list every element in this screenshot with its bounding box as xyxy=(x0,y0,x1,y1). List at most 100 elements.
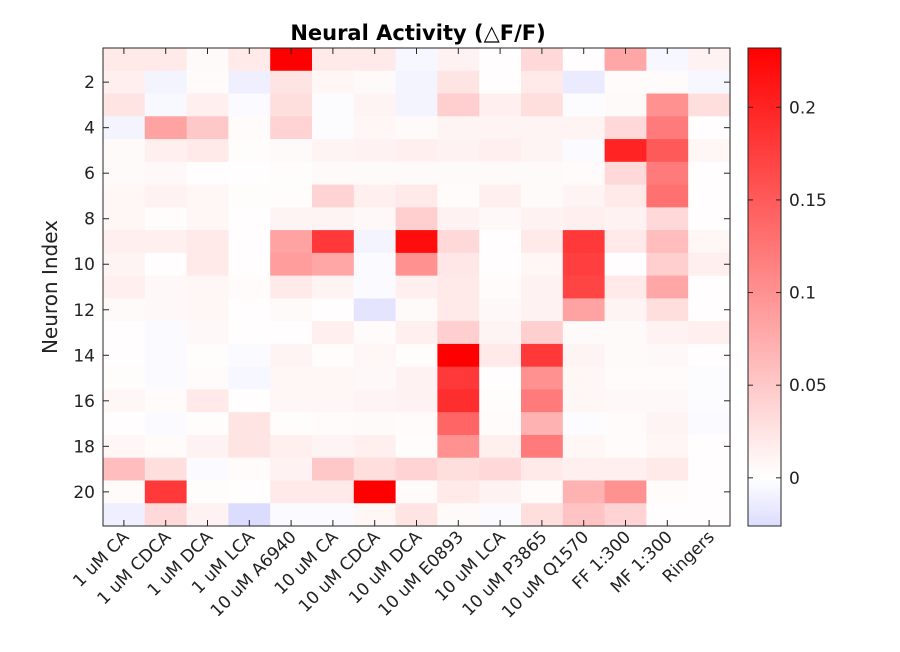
heatmap-cell xyxy=(646,93,689,117)
heatmap-cell xyxy=(437,321,480,345)
heatmap-cell xyxy=(144,321,188,345)
heatmap-cell xyxy=(562,230,606,254)
heatmap-cell xyxy=(646,161,689,186)
heatmap-cell xyxy=(437,457,480,482)
heatmap-cell xyxy=(270,116,313,140)
heatmap-cell xyxy=(479,252,522,277)
heatmap-cell xyxy=(228,184,271,208)
heatmap-cell xyxy=(521,321,564,345)
heatmap-cell xyxy=(646,275,689,299)
heatmap-cell xyxy=(144,139,188,163)
heatmap-cell xyxy=(521,230,564,254)
heatmap-cell xyxy=(186,457,229,482)
heatmap-cell xyxy=(688,480,731,504)
heatmap-cell xyxy=(479,48,522,72)
heatmap-cell xyxy=(186,503,229,527)
heatmap-cell xyxy=(479,434,522,459)
heatmap-cell xyxy=(562,184,606,208)
heatmap-cell xyxy=(144,389,188,413)
heatmap-cell xyxy=(103,184,146,208)
heatmap-cell xyxy=(103,161,146,186)
heatmap-cell xyxy=(144,275,188,299)
heatmap-cell xyxy=(688,70,731,95)
heatmap-cell xyxy=(604,252,647,277)
heatmap-cell xyxy=(103,230,146,254)
heatmap-cell xyxy=(562,389,606,413)
heatmap-cell xyxy=(688,298,731,322)
heatmap-cell xyxy=(103,366,146,391)
heatmap-cell xyxy=(353,321,397,345)
heatmap-cell xyxy=(646,503,689,527)
heatmap-cell xyxy=(228,116,271,140)
heatmap-cell xyxy=(521,161,564,186)
y-tick-label: 16 xyxy=(73,392,95,412)
heatmap-cell xyxy=(437,412,480,436)
heatmap-cell xyxy=(604,412,647,436)
heatmap-cell xyxy=(437,275,480,299)
heatmap-cell xyxy=(312,184,355,208)
heatmap-cell xyxy=(688,343,731,368)
heatmap-cell xyxy=(646,321,689,345)
heatmap-cell xyxy=(479,207,522,231)
heatmap-cell xyxy=(479,412,522,436)
colorbar xyxy=(747,47,782,527)
heatmap-cell xyxy=(312,389,355,413)
heatmap-cell xyxy=(562,457,606,482)
heatmap-cell xyxy=(688,389,731,413)
heatmap-cell xyxy=(186,434,229,459)
heatmap-cell xyxy=(228,480,271,504)
heatmap-cell xyxy=(270,230,313,254)
colorbar-tick-label: 0.2 xyxy=(789,98,816,118)
heatmap-cell xyxy=(103,48,146,72)
heatmap-cell xyxy=(228,161,271,186)
heatmap-cell xyxy=(228,207,271,231)
heatmap-cell xyxy=(228,139,271,163)
heatmap-cell xyxy=(395,343,438,368)
heatmap-cell xyxy=(270,343,313,368)
heatmap-cell xyxy=(270,48,313,72)
heatmap-cell xyxy=(312,503,355,527)
heatmap-cell xyxy=(103,207,146,231)
heatmap-cell xyxy=(395,207,438,231)
heatmap-cell xyxy=(186,389,229,413)
heatmap-cell xyxy=(562,480,606,504)
heatmap-cell xyxy=(186,252,229,277)
heatmap-cell xyxy=(228,457,271,482)
heatmap-cell xyxy=(228,412,271,436)
heatmap-cell xyxy=(228,503,271,527)
heatmap-cell xyxy=(437,70,480,95)
heatmap-cell xyxy=(479,161,522,186)
heatmap-cell xyxy=(395,389,438,413)
heatmap-cell xyxy=(270,207,313,231)
heatmap-cell xyxy=(479,298,522,322)
heatmap-cell xyxy=(270,161,313,186)
heatmap-cell xyxy=(395,48,438,72)
heatmap-cell xyxy=(312,207,355,231)
heatmap-cell xyxy=(604,321,647,345)
heatmap-cell xyxy=(646,389,689,413)
heatmap-cell xyxy=(604,457,647,482)
heatmap-cell xyxy=(562,116,606,140)
heatmap-cell xyxy=(437,139,480,163)
y-tick-label: 20 xyxy=(73,483,95,503)
y-tick-label: 8 xyxy=(84,210,95,230)
heatmap-cell xyxy=(270,139,313,163)
heatmap-cell xyxy=(395,480,438,504)
heatmap-cell xyxy=(312,70,355,95)
heatmap-cell xyxy=(437,503,480,527)
heatmap-cell xyxy=(144,230,188,254)
heatmap-cell xyxy=(562,412,606,436)
heatmap-cell xyxy=(103,457,146,482)
heatmap-cell xyxy=(228,321,271,345)
heatmap-cell xyxy=(103,412,146,436)
heatmap-cell xyxy=(521,139,564,163)
heatmap-cell xyxy=(395,230,438,254)
heatmap-cell xyxy=(562,93,606,117)
colorbar-ticks: 0 0.05 0.1 0.15 0.2 xyxy=(748,98,827,489)
heatmap-cell xyxy=(270,480,313,504)
heatmap-cell xyxy=(521,457,564,482)
heatmap-cell xyxy=(103,116,146,140)
heatmap-cell xyxy=(353,434,397,459)
heatmap-cell xyxy=(103,252,146,277)
y-tick-label: 14 xyxy=(73,346,95,366)
